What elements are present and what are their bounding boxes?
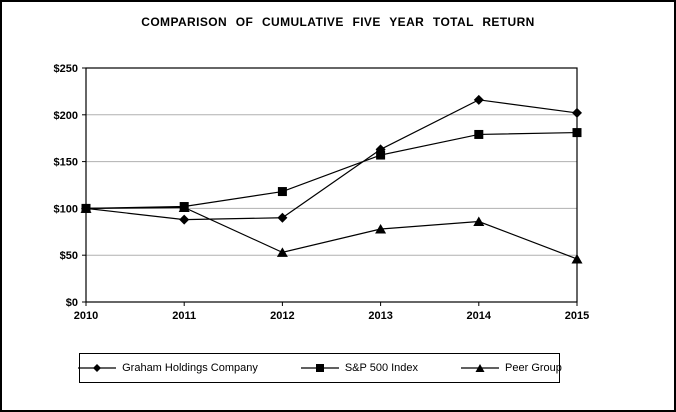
legend-label: Peer Group	[505, 362, 562, 374]
triangle-marker-peer-group	[375, 223, 387, 234]
y-axis-label: $150	[54, 157, 78, 169]
legend-item-graham-holdings-company: Graham Holdings Company	[77, 362, 258, 374]
legend-label: S&P 500 Index	[344, 362, 419, 374]
triangle-marker-peer-group	[571, 253, 583, 264]
x-axis-label: 2015	[565, 310, 589, 322]
chart-legend: Graham Holdings Company S&P 500 Index Peer…	[77, 353, 562, 383]
square-marker-s-p-500-index	[474, 129, 484, 139]
diamond-marker-graham-holdings-company	[179, 214, 190, 225]
diamond-marker-graham-holdings-company	[277, 212, 288, 223]
x-axis-label: 2012	[270, 310, 294, 322]
y-axis-label: $200	[54, 110, 78, 122]
legend-item-s-p-500-index: S&P 500 Index	[300, 362, 418, 374]
x-axis-label: 2011	[172, 310, 196, 322]
square-marker-s-p-500-index	[572, 128, 582, 138]
diamond-legend-marker-icon	[78, 364, 117, 372]
y-axis-label: $0	[66, 297, 78, 309]
square-marker-s-p-500-index	[179, 202, 189, 212]
square-marker-s-p-500-index	[277, 187, 287, 197]
triangle-legend-marker-icon	[461, 364, 500, 372]
series-line-s-p-500-index	[85, 131, 578, 209]
legend-label: Graham Holdings Company	[122, 362, 258, 374]
x-axis-label: 2013	[368, 310, 392, 322]
x-axis-label: 2014	[467, 310, 492, 322]
y-axis-label: $250	[54, 63, 78, 75]
square-legend-marker-icon	[300, 364, 339, 372]
triangle-marker-peer-group	[276, 247, 288, 257]
diamond-marker-graham-holdings-company	[473, 94, 484, 105]
chart-title: COMPARISON OF CUMULATIVE FIVE YEAR TOTAL…	[141, 15, 535, 29]
square-marker-s-p-500-index	[81, 203, 91, 213]
triangle-marker-peer-group	[473, 216, 485, 227]
diamond-marker-graham-holdings-company	[572, 107, 582, 118]
y-axis-label: $100	[54, 203, 78, 215]
square-marker-s-p-500-index	[376, 150, 386, 160]
legend-item-peer-group: Peer Group	[460, 362, 562, 374]
x-axis-label: 2010	[74, 310, 98, 322]
y-axis-label: $50	[60, 250, 78, 262]
series-line-peer-group	[85, 206, 578, 260]
plot-border	[85, 67, 578, 303]
series-line-graham-holdings-company	[85, 99, 578, 221]
